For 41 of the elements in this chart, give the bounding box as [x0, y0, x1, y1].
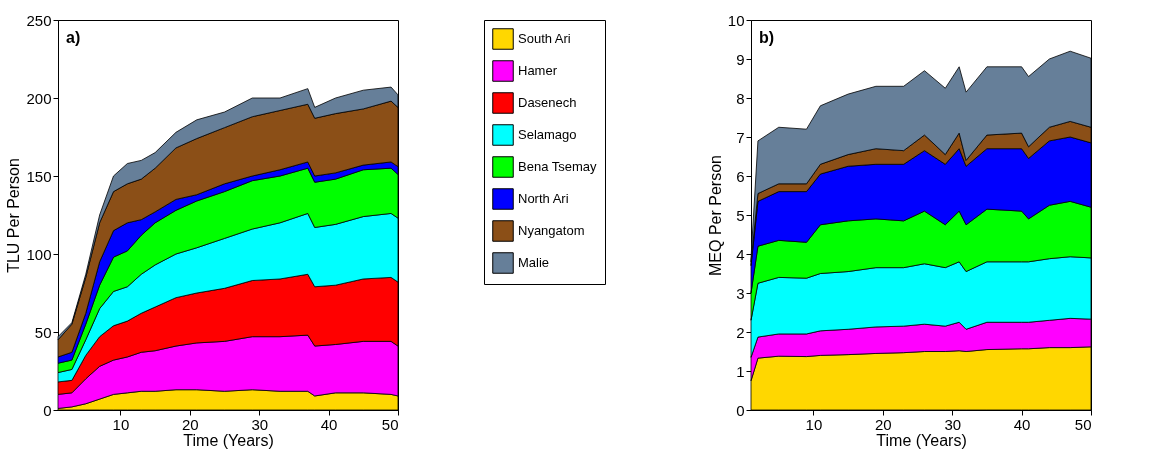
legend-label: Nyangatom: [518, 223, 585, 238]
x-tick-label: 20: [181, 415, 199, 433]
legend-label: Selamago: [518, 127, 577, 142]
annotation: a): [66, 29, 81, 46]
y-tick-label: 100: [26, 245, 52, 263]
y-tick-label: 0: [43, 401, 52, 419]
y-tick-label: 3: [736, 284, 745, 302]
legend-label: Bena Tsemay: [518, 159, 598, 174]
x-tick-label: 10: [805, 415, 823, 433]
x-axis-title: Time (Years): [876, 431, 967, 449]
x-tick-label: 20: [874, 415, 892, 433]
x-tick-label: 40: [1013, 415, 1031, 433]
y-tick-label: 7: [736, 128, 745, 146]
y-tick-label: 6: [736, 167, 745, 185]
x-tick-label: 50: [1074, 415, 1092, 433]
y-tick-label: 0: [736, 401, 745, 419]
y-axis-title: MEQ Per Person: [706, 155, 724, 276]
x-tick-label: 30: [944, 415, 962, 433]
x-tick-label: 50: [381, 415, 399, 433]
y-tick-label: 250: [26, 11, 52, 29]
y-tick-label: 5: [736, 206, 745, 224]
y-tick-label: 4: [736, 245, 745, 263]
x-tick-label: 30: [251, 415, 269, 433]
x-tick-label: 40: [320, 415, 338, 433]
x-axis-title: Time (Years): [183, 431, 274, 449]
y-tick-label: 150: [26, 167, 52, 185]
legend-label: Hamer: [518, 63, 558, 78]
legend-label: South Ari: [518, 31, 571, 46]
y-tick-label: 10: [727, 11, 745, 29]
x-tick-label: 10: [112, 415, 130, 433]
y-tick-label: 9: [736, 50, 745, 68]
y-tick-label: 200: [26, 89, 52, 107]
y-tick-label: 8: [736, 89, 745, 107]
y-tick-label: 2: [736, 323, 745, 341]
y-axis-title: TLU Per Person: [5, 158, 23, 273]
legend-label: Malie: [518, 255, 550, 270]
annotation: b): [759, 29, 775, 46]
legend-label: Dasenech: [518, 95, 577, 110]
y-tick-label: 1: [736, 362, 745, 380]
legend-label: North Ari: [518, 191, 569, 206]
y-tick-label: 50: [34, 323, 52, 341]
